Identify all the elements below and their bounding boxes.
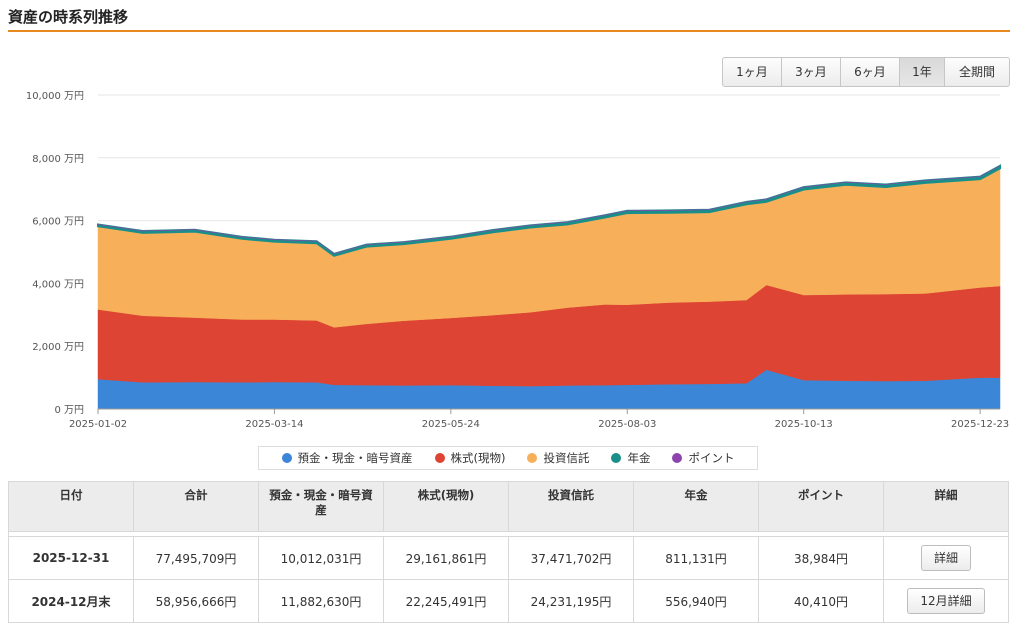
legend-swatch-funds xyxy=(527,453,538,463)
row-date: 2025-12-31 xyxy=(8,536,134,580)
legend-swatch-points xyxy=(672,453,683,463)
row-date: 2024-12月末 xyxy=(8,579,134,623)
series-area-4 xyxy=(97,165,1001,255)
row-funds: 37,471,702円 xyxy=(508,536,634,580)
asset-summary-table: 日付 合計 預金・現金・暗号資産 株式(現物) 投資信託 年金 ポイント 詳細 … xyxy=(8,481,1009,623)
range-selector: 1ヶ月 3ヶ月 6ヶ月 1年 全期間 xyxy=(722,57,1010,87)
legend-item-pension[interactable]: 年金 xyxy=(611,450,650,466)
table-row: 2024-12月末 58,956,666円 11,882,630円 22,245… xyxy=(8,579,1009,623)
table-header-row: 日付 合計 預金・現金・暗号資産 株式(現物) 投資信託 年金 ポイント 詳細 xyxy=(8,481,1009,532)
legend-item-funds[interactable]: 投資信託 xyxy=(527,450,589,466)
range-6-months-button[interactable]: 6ヶ月 xyxy=(841,58,900,86)
table-row: 2025-12-31 77,495,709円 10,012,031円 29,16… xyxy=(8,536,1009,580)
legend-label-funds: 投資信託 xyxy=(543,451,590,465)
range-1-year-button[interactable]: 1年 xyxy=(900,58,945,86)
x-tick-label: 2025-03-14 xyxy=(245,419,303,430)
row-stocks: 29,161,861円 xyxy=(383,536,509,580)
december-detail-button[interactable]: 12月詳細 xyxy=(907,588,985,614)
row-funds: 24,231,195円 xyxy=(508,579,634,623)
legend-label-stocks: 株式(現物) xyxy=(450,451,506,465)
asset-area-chart: 0 万円 2,000 万円 4,000 万円 6,000 万円 8,000 万円 10,0… xyxy=(26,91,1009,430)
range-all-button[interactable]: 全期間 xyxy=(958,65,995,79)
range-1-month-button[interactable]: 1ヶ月 xyxy=(723,58,782,86)
y-tick-label: 2,000 万円 xyxy=(32,342,84,353)
detail-button[interactable]: 詳細 xyxy=(920,545,971,571)
legend-label-points: ポイント xyxy=(688,451,735,465)
row-pension: 556,940円 xyxy=(633,579,759,623)
header-points: ポイント xyxy=(758,481,884,532)
header-detail: 詳細 xyxy=(883,481,1009,532)
row-points: 40,410円 xyxy=(758,579,884,623)
x-tick-label: 2025-10-13 xyxy=(775,419,833,430)
row-detail-cell: 詳細 xyxy=(883,536,1009,580)
x-tick-label: 2025-08-03 xyxy=(598,419,656,430)
row-cash: 11,882,630円 xyxy=(258,579,384,623)
header-total: 合計 xyxy=(133,481,259,532)
row-stocks: 22,245,491円 xyxy=(383,579,509,623)
legend-label-pension: 年金 xyxy=(627,451,651,465)
header-pension: 年金 xyxy=(633,481,759,532)
row-total: 77,495,709円 xyxy=(133,536,259,580)
y-tick-label: 10,000 万円 xyxy=(26,91,84,102)
y-tick-label: 8,000 万円 xyxy=(32,154,84,165)
legend-swatch-cash xyxy=(281,453,292,463)
row-detail-cell: 12月詳細 xyxy=(883,579,1009,623)
y-tick-label: 4,000 万円 xyxy=(32,279,84,290)
y-tick-label: 0 万円 xyxy=(54,405,84,416)
legend-item-stocks[interactable]: 株式(現物) xyxy=(434,450,506,466)
legend-item-points[interactable]: ポイント xyxy=(672,450,734,466)
legend-swatch-stocks xyxy=(434,453,445,463)
x-tick-label: 2025-01-02 xyxy=(69,419,127,430)
header-date: 日付 xyxy=(8,481,134,532)
legend-label-cash: 預金・現金・暗号資産 xyxy=(297,451,413,465)
y-tick-label: 6,000 万円 xyxy=(32,217,84,228)
row-total: 58,956,666円 xyxy=(133,579,259,623)
header-cash: 預金・現金・暗号資産 xyxy=(258,481,384,532)
legend-item-cash[interactable]: 預金・現金・暗号資産 xyxy=(281,450,413,466)
row-points: 38,984円 xyxy=(758,536,884,580)
header-stocks: 株式(現物) xyxy=(383,481,509,532)
x-tick-label: 2025-05-24 xyxy=(422,419,480,430)
header-funds: 投資信託 xyxy=(508,481,634,532)
range-3-months-button[interactable]: 3ヶ月 xyxy=(782,58,841,86)
row-cash: 10,012,031円 xyxy=(258,536,384,580)
title-divider xyxy=(8,30,1010,32)
legend-swatch-pension xyxy=(611,453,622,463)
section-title: 資産の時系列推移 xyxy=(8,8,129,26)
x-tick-label: 2025-12-23 xyxy=(951,419,1009,430)
chart-legend: 預金・現金・暗号資産 株式(現物) 投資信託 年金 ポイント xyxy=(258,446,758,470)
row-pension: 811,131円 xyxy=(633,536,759,580)
